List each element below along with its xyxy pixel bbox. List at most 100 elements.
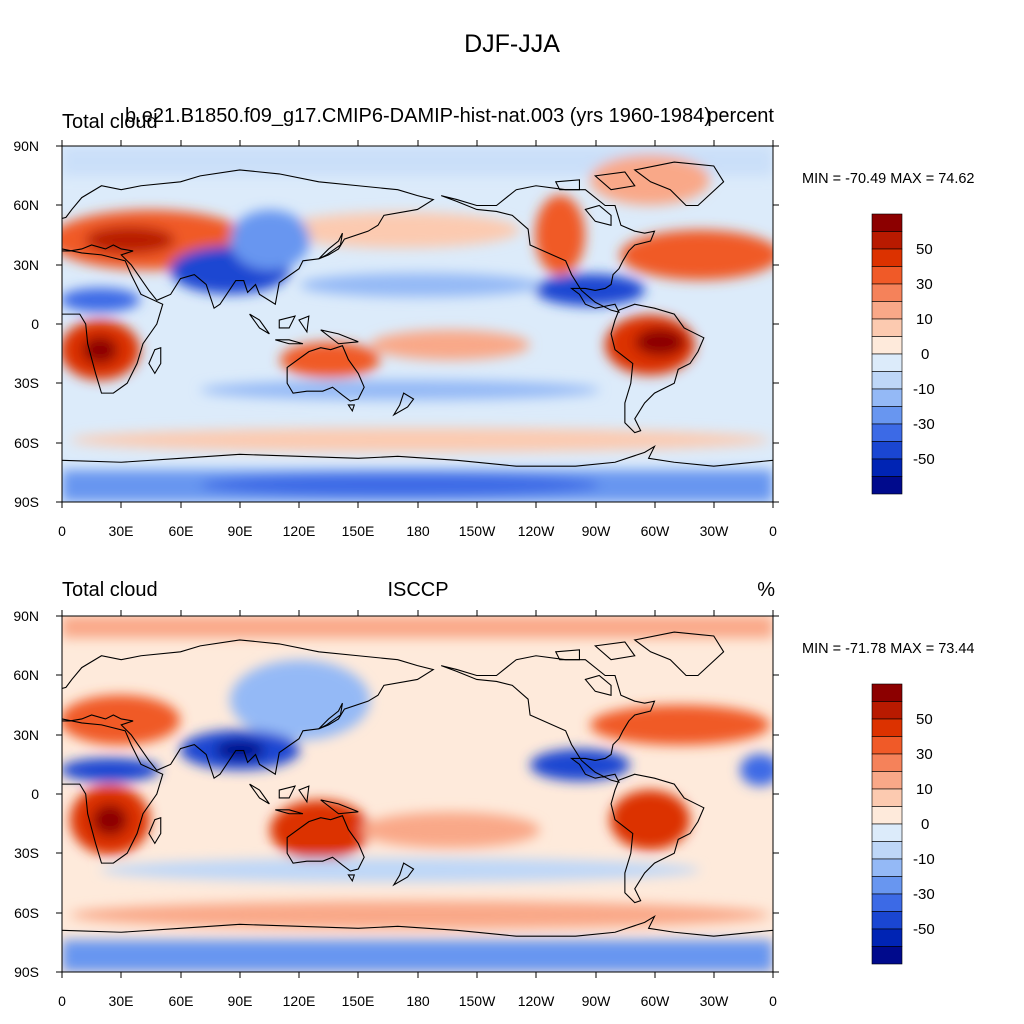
panel2-lon-label: 30W <box>699 993 729 1009</box>
panel1-colorbar-label: 30 <box>916 276 933 293</box>
colorbar-swatch <box>871 876 903 895</box>
panel2-colorbar-label: 50 <box>916 711 933 728</box>
panel1-min-max: MIN = -70.49 MAX = 74.62 <box>802 171 975 187</box>
panel2-lon-label: 90E <box>227 993 253 1009</box>
panel1-colorbar-label: 50 <box>916 241 933 258</box>
panel2-lat-label: 30N <box>13 727 39 743</box>
panel1-lon-label: 180 <box>406 523 430 539</box>
panel1-lon-label: 60E <box>168 523 194 539</box>
panel2-colorbar-label: 10 <box>916 781 933 798</box>
panel1-lat-label: 60N <box>13 197 39 213</box>
panel1-colorbar <box>871 213 903 495</box>
panel2-colorbar-label: 30 <box>916 746 933 763</box>
panel2-lon-label: 120W <box>517 993 555 1009</box>
panel2-colorbar-label: -10 <box>913 851 935 868</box>
panel1-lat-label: 0 <box>31 316 39 332</box>
colorbar-swatch <box>871 753 903 772</box>
colorbar-swatch <box>871 231 903 250</box>
panel1-ticks <box>56 140 779 508</box>
panel2-colorbar-label: 0 <box>921 816 930 833</box>
panel1-lat-label: 90N <box>13 138 39 154</box>
panel2-colorbar-label: -30 <box>913 886 935 903</box>
panel2-lat-label: 30S <box>14 845 39 861</box>
colorbar-swatch <box>871 266 903 285</box>
panel1-lon-label: 90E <box>227 523 253 539</box>
colorbar-swatch <box>871 841 903 860</box>
panel1-center-title: b.e21.B1850.f09_g17.CMIP6-DAMIP-hist-nat… <box>125 105 711 127</box>
panel1-lon-label: 150E <box>341 523 375 539</box>
panel2-lat-label: 90S <box>14 964 39 980</box>
panel1-colorbar-label: 0 <box>921 346 930 363</box>
colorbar-swatch <box>871 476 903 495</box>
panel1-lat-label: 90S <box>14 494 39 510</box>
colorbar-swatch <box>871 336 903 355</box>
panel1-lon-label: 30W <box>699 523 729 539</box>
panel2-lon-label: 0 <box>58 993 66 1009</box>
panel1-lon-label: 90W <box>581 523 611 539</box>
colorbar-swatch <box>871 858 903 877</box>
panel2-center-title: ISCCP <box>387 579 449 601</box>
panel2-lat-label: 60S <box>14 905 39 921</box>
panel2-lon-label: 30E <box>108 993 134 1009</box>
panel2-colorbar-label: -50 <box>913 921 935 938</box>
panel2-lat-label: 60N <box>13 667 39 683</box>
panel1-colorbar-label: -10 <box>913 381 935 398</box>
colorbar-swatch <box>871 683 903 702</box>
panel1-right-title: percent <box>707 105 774 127</box>
panel2-left-title: Total cloud <box>62 579 158 601</box>
colorbar-swatch <box>871 213 903 232</box>
colorbar-swatch <box>871 823 903 842</box>
panel2-ticks <box>56 610 779 978</box>
colorbar-swatch <box>871 458 903 477</box>
panel2-map <box>62 616 773 972</box>
panel1-lon-label: 150W <box>458 523 496 539</box>
panel1-map <box>62 146 773 502</box>
panel1-lon-label: 60W <box>640 523 670 539</box>
panel2-lon-label: 60E <box>168 993 194 1009</box>
panel2-lon-label: 150W <box>458 993 496 1009</box>
panel2-lon-label: 0 <box>769 993 777 1009</box>
colorbar-swatch <box>871 928 903 947</box>
panel1-colorbar-label: -50 <box>913 451 935 468</box>
panel1-lon-label: 120E <box>282 523 316 539</box>
colorbar-swatch <box>871 946 903 965</box>
panel1-lon-label: 120W <box>517 523 555 539</box>
panel2-colorbar <box>871 683 903 965</box>
colorbar-swatch <box>871 718 903 737</box>
panel2-lat-label: 0 <box>31 786 39 802</box>
colorbar-swatch <box>871 371 903 390</box>
panel2-lat-label: 90N <box>13 608 39 624</box>
panel2-lon-label: 60W <box>640 993 670 1009</box>
colorbar-swatch <box>871 388 903 407</box>
panel2-lon-label: 180 <box>406 993 430 1009</box>
panel1-lon-label: 30E <box>108 523 134 539</box>
panel2-lon-label: 90W <box>581 993 611 1009</box>
panel2-lon-label: 120E <box>282 993 316 1009</box>
colorbar-swatch <box>871 788 903 807</box>
panel2-lon-label: 150E <box>341 993 375 1009</box>
colorbar-swatch <box>871 318 903 337</box>
panel1-lat-label: 30S <box>14 375 39 391</box>
colorbar-swatch <box>871 736 903 755</box>
main-title: DJF-JJA <box>464 30 560 58</box>
panel1-left-title: Total cloud <box>62 111 158 133</box>
colorbar-swatch <box>871 701 903 720</box>
colorbar-swatch <box>871 423 903 442</box>
panel1-lon-label: 0 <box>769 523 777 539</box>
colorbar-swatch <box>871 806 903 825</box>
colorbar-swatch <box>871 911 903 930</box>
colorbar-swatch <box>871 441 903 460</box>
colorbar-swatch <box>871 771 903 790</box>
panel2-min-max: MIN = -71.78 MAX = 73.44 <box>802 641 975 657</box>
panel1-lon-label: 0 <box>58 523 66 539</box>
colorbar-swatch <box>871 301 903 320</box>
panel1-colorbar-label: 10 <box>916 311 933 328</box>
panel1-colorbar-label: -30 <box>913 416 935 433</box>
colorbar-swatch <box>871 353 903 372</box>
colorbar-swatch <box>871 283 903 302</box>
colorbar-swatch <box>871 248 903 267</box>
colorbar-swatch <box>871 893 903 912</box>
panel1-lat-label: 60S <box>14 435 39 451</box>
colorbar-swatch <box>871 406 903 425</box>
